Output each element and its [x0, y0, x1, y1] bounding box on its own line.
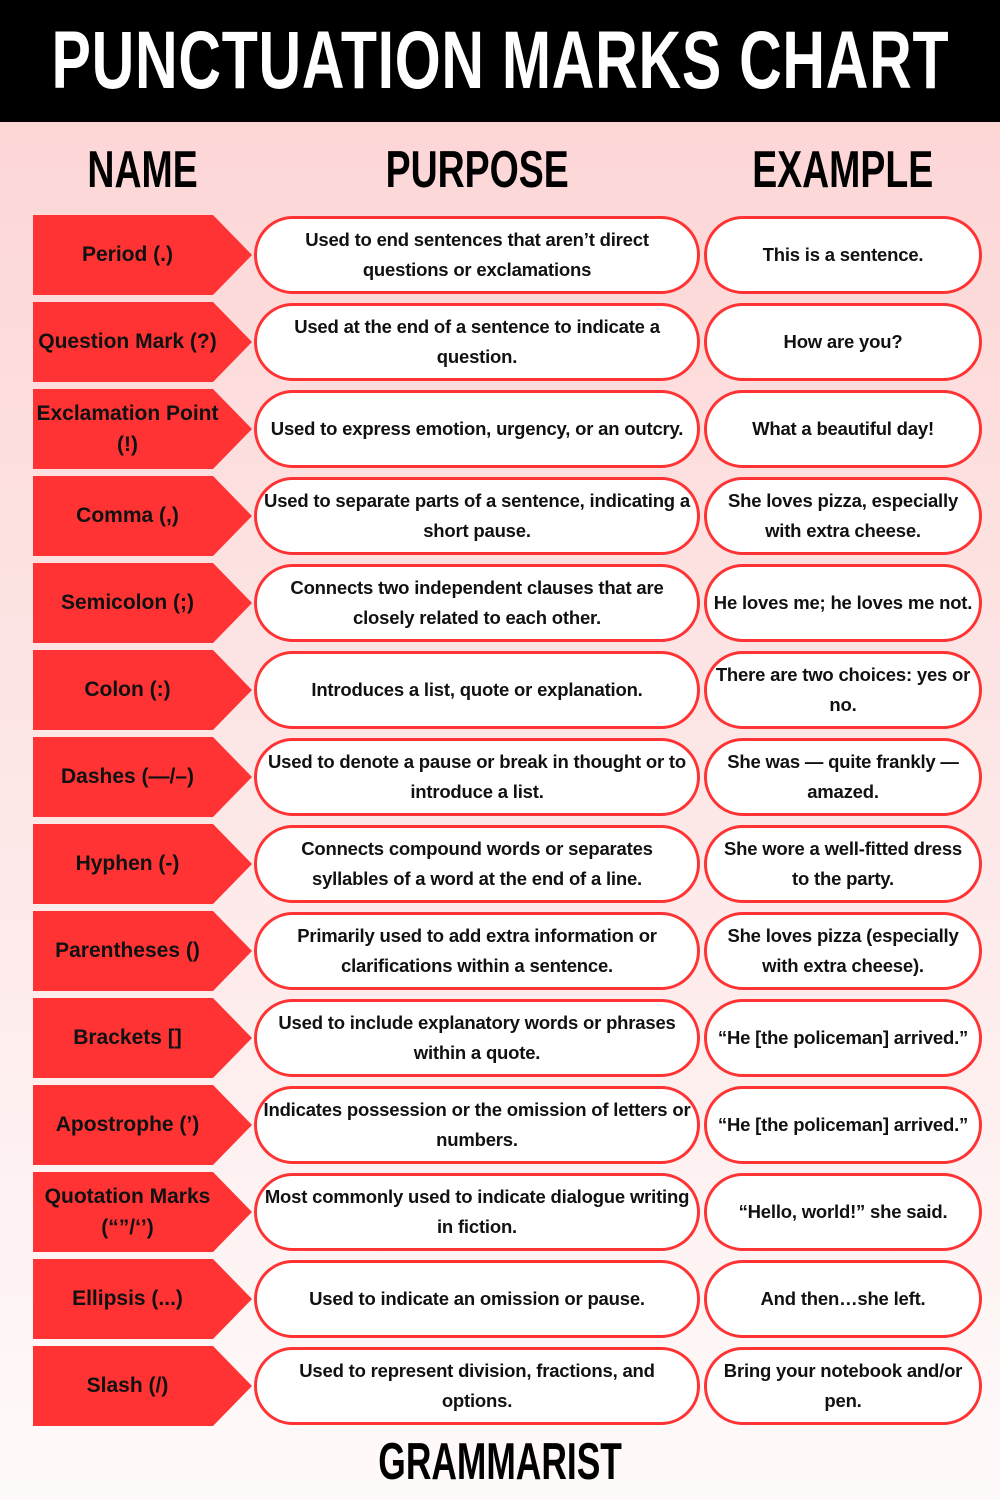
table-row: Question Mark (?) Used at the end of a se… — [0, 302, 1000, 382]
purpose-cell: Connects two independent clauses that ar… — [254, 564, 700, 642]
example-cell: “He [the policeman] arrived.” — [704, 999, 982, 1077]
table-row: Quotation Marks (“”/‘’) Most commonly use… — [0, 1172, 1000, 1252]
header-name-text: NAME — [87, 141, 198, 199]
table-row: Semicolon (;) Connects two independent cl… — [0, 563, 1000, 643]
example-cell: “Hello, world!” she said. — [704, 1173, 982, 1251]
example-cell: And then…she left. — [704, 1260, 982, 1338]
example-cell: “He [the policeman] arrived.” — [704, 1086, 982, 1164]
table-row: Colon (:) Introduces a list, quote or exp… — [0, 650, 1000, 730]
table-row: Slash (/) Used to represent division, fra… — [0, 1346, 1000, 1426]
punctuation-name: Semicolon (;) — [33, 563, 252, 643]
purpose-cell: Used to represent division, fractions, a… — [254, 1347, 700, 1425]
header-purpose-text: PURPOSE — [385, 141, 569, 199]
example-cell: She wore a well-fitted dress to the part… — [704, 825, 982, 903]
example-cell: Bring your notebook and/or pen. — [704, 1347, 982, 1425]
purpose-cell: Used to end sentences that aren’t direct… — [254, 216, 700, 294]
purpose-cell: Indicates possession or the omission of … — [254, 1086, 700, 1164]
punctuation-name: Hyphen (-) — [33, 824, 252, 904]
example-cell: How are you? — [704, 303, 982, 381]
table-row: Dashes (—/–) Used to denote a pause or br… — [0, 737, 1000, 817]
punctuation-name: Ellipsis (...) — [33, 1259, 252, 1339]
table-row: Comma (,) Used to separate parts of a sen… — [0, 476, 1000, 556]
purpose-cell: Used at the end of a sentence to indicat… — [254, 303, 700, 381]
title-bar: PUNCTUATION MARKS CHART — [0, 0, 1000, 122]
purpose-cell: Used to separate parts of a sentence, in… — [254, 477, 700, 555]
punctuation-name: Quotation Marks (“”/‘’) — [33, 1172, 252, 1252]
table-row: Apostrophe (’) Indicates possession or th… — [0, 1085, 1000, 1165]
header-example: EXAMPLE — [704, 140, 982, 200]
punctuation-name: Exclamation Point (!) — [33, 389, 252, 469]
purpose-cell: Most commonly used to indicate dialogue … — [254, 1173, 700, 1251]
example-cell: He loves me; he loves me not. — [704, 564, 982, 642]
brand-text: GRAMMARIST — [378, 1433, 622, 1491]
header-name: NAME — [33, 140, 252, 200]
punctuation-name: Parentheses () — [33, 911, 252, 991]
purpose-cell: Used to denote a pause or break in thoug… — [254, 738, 700, 816]
table-row: Parentheses () Primarily used to add extr… — [0, 911, 1000, 991]
table-row: Exclamation Point (!) Used to express emo… — [0, 389, 1000, 469]
punctuation-name: Brackets [] — [33, 998, 252, 1078]
table-row: Ellipsis (...) Used to indicate an omissi… — [0, 1259, 1000, 1339]
page-title: PUNCTUATION MARKS CHART — [51, 15, 949, 106]
purpose-cell: Used to include explanatory words or phr… — [254, 999, 700, 1077]
purpose-cell: Primarily used to add extra information … — [254, 912, 700, 990]
punctuation-name: Dashes (—/–) — [33, 737, 252, 817]
punctuation-name: Comma (,) — [33, 476, 252, 556]
brand-logo: GRAMMARIST — [0, 1432, 1000, 1492]
purpose-cell: Introduces a list, quote or explanation. — [254, 651, 700, 729]
punctuation-name: Apostrophe (’) — [33, 1085, 252, 1165]
example-cell: This is a sentence. — [704, 216, 982, 294]
example-cell: She was — quite frankly — amazed. — [704, 738, 982, 816]
punctuation-name: Question Mark (?) — [33, 302, 252, 382]
example-cell: She loves pizza (especially with extra c… — [704, 912, 982, 990]
example-cell: She loves pizza, especially with extra c… — [704, 477, 982, 555]
table-row: Period (.) Used to end sentences that are… — [0, 215, 1000, 295]
purpose-cell: Used to indicate an omission or pause. — [254, 1260, 700, 1338]
purpose-cell: Connects compound words or separates syl… — [254, 825, 700, 903]
table-row: Brackets [] Used to include explanatory w… — [0, 998, 1000, 1078]
punctuation-name: Period (.) — [33, 215, 252, 295]
header-example-text: EXAMPLE — [752, 141, 934, 199]
purpose-cell: Used to express emotion, urgency, or an … — [254, 390, 700, 468]
punctuation-name: Colon (:) — [33, 650, 252, 730]
table-row: Hyphen (-) Connects compound words or sep… — [0, 824, 1000, 904]
example-cell: What a beautiful day! — [704, 390, 982, 468]
punctuation-name: Slash (/) — [33, 1346, 252, 1426]
header-purpose: PURPOSE — [254, 140, 700, 200]
example-cell: There are two choices: yes or no. — [704, 651, 982, 729]
